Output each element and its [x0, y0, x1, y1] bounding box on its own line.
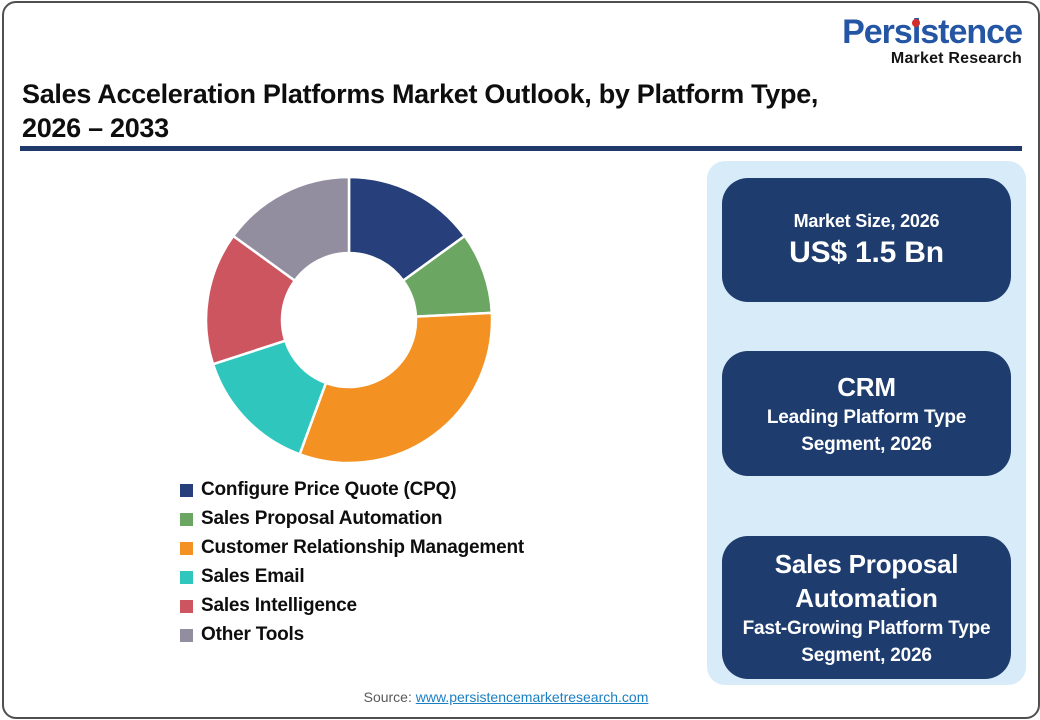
company-logo: Persistence Market Research — [842, 13, 1023, 67]
donut-slice-2 — [298, 311, 494, 465]
source-link[interactable]: www.persistencemarketresearch.com — [415, 689, 649, 705]
leading-segment-title: CRM — [837, 371, 896, 402]
logo-brand-pre: Pers — [842, 13, 913, 51]
page-title: Sales Acceleration Platforms Market Outl… — [22, 77, 902, 145]
legend-swatch-cpq — [180, 483, 193, 497]
donut-chart-svg — [204, 175, 494, 465]
legend-swatch-crm — [180, 541, 193, 555]
logo-red-dot-i: i — [911, 13, 922, 51]
logo-subtitle: Market Research — [890, 50, 1022, 67]
title-underline — [20, 146, 1022, 151]
legend-item: Sales Email — [180, 566, 524, 587]
stats-panel: Market Size, 2026 US$ 1.5 Bn CRM Leading… — [707, 161, 1026, 685]
legend-label-sales-proposal-automation: Sales Proposal Automation — [201, 508, 443, 529]
fast-growing-segment-title: Sales Proposal Automation — [774, 548, 959, 613]
stat-card-leading-segment: CRM Leading Platform Type Segment, 2026 — [722, 351, 1011, 476]
legend-item: Configure Price Quote (CPQ) — [180, 479, 524, 500]
legend-label-sales-email: Sales Email — [201, 566, 305, 587]
market-size-value: US$ 1.5 Bn — [789, 236, 944, 269]
donut-slice-5 — [232, 175, 351, 282]
legend-label-cpq: Configure Price Quote (CPQ) — [201, 479, 457, 500]
donut-chart — [203, 174, 495, 466]
logo-brand-text: Persistence — [842, 13, 1023, 51]
legend-label-sales-intelligence: Sales Intelligence — [201, 595, 357, 616]
legend-item: Customer Relationship Management — [180, 537, 524, 558]
legend-item: Other Tools — [180, 624, 524, 645]
source-line: Source: www.persistencemarketresearch.co… — [4, 689, 1008, 705]
legend-swatch-sales-intelligence — [180, 599, 193, 613]
legend-swatch-sales-email — [180, 570, 193, 584]
page-title-line1: Sales Acceleration Platforms Market Outl… — [22, 79, 819, 109]
logo-brand-post: stence — [920, 13, 1023, 51]
legend-item: Sales Intelligence — [180, 595, 524, 616]
legend-swatch-other-tools — [180, 628, 193, 642]
fast-growing-segment-subtitle: Fast-Growing Platform Type Segment, 2026 — [742, 617, 991, 666]
leading-segment-subtitle: Leading Platform Type Segment, 2026 — [766, 406, 967, 455]
legend-label-other-tools: Other Tools — [201, 624, 305, 645]
chart-legend: Configure Price Quote (CPQ) Sales Propos… — [180, 479, 524, 654]
legend-item: Sales Proposal Automation — [180, 508, 524, 529]
legend-label-crm: Customer Relationship Management — [201, 537, 524, 558]
legend-swatch-sales-proposal-automation — [180, 512, 193, 526]
page-title-line2: 2026 – 2033 — [22, 113, 169, 143]
stat-card-fast-growing-segment: Sales Proposal Automation Fast-Growing P… — [722, 536, 1011, 679]
source-prefix: Source: — [363, 689, 416, 705]
market-size-label: Market Size, 2026 — [793, 211, 940, 231]
stat-card-market-size: Market Size, 2026 US$ 1.5 Bn — [722, 178, 1011, 302]
